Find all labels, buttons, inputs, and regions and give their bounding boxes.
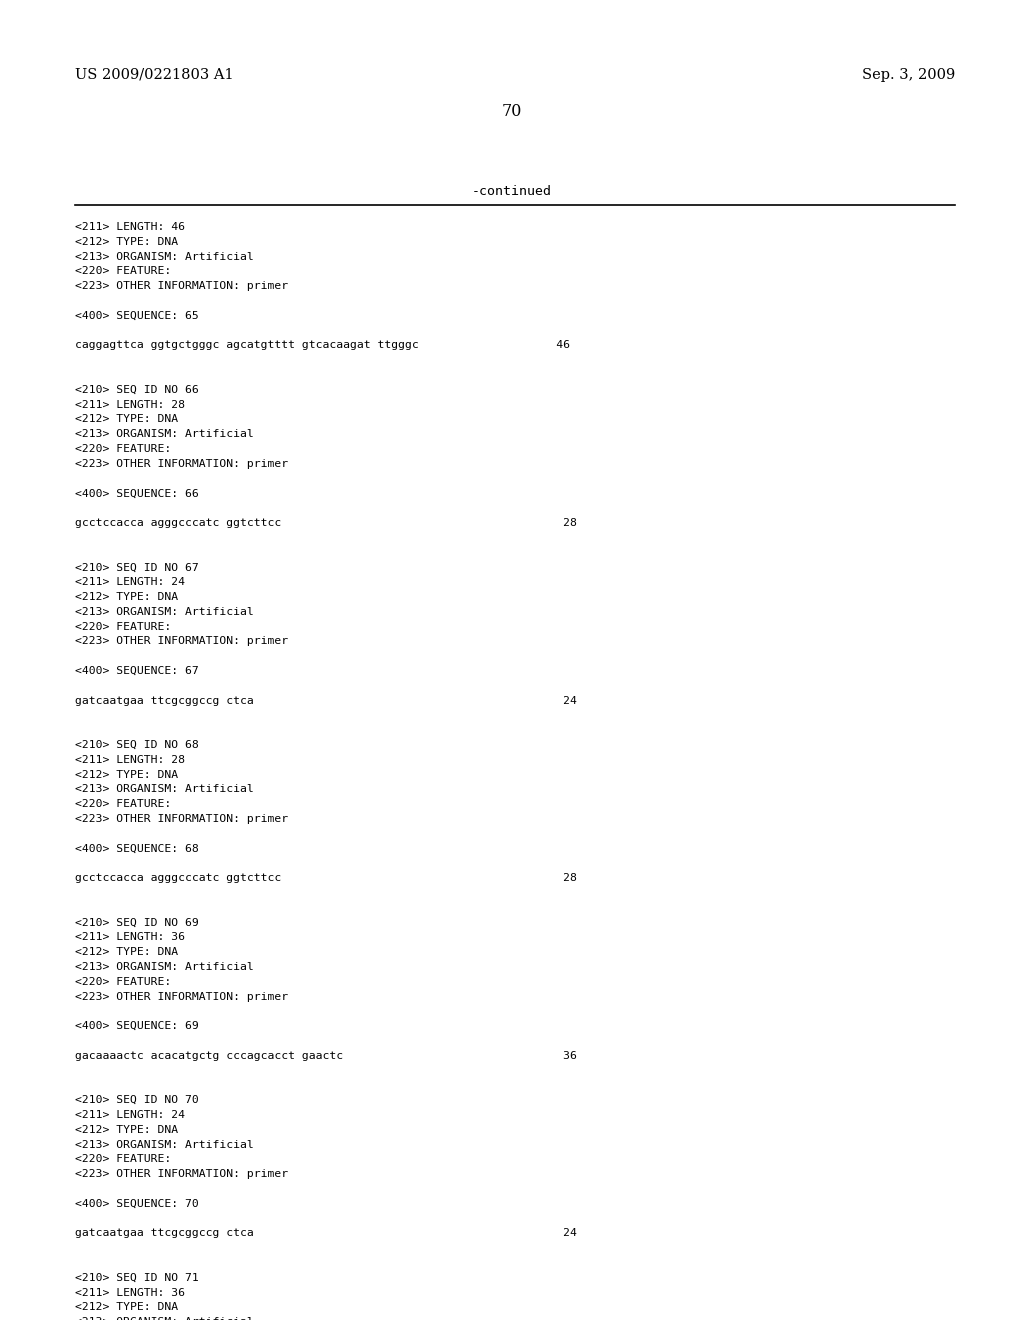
Text: <223> OTHER INFORMATION: primer: <223> OTHER INFORMATION: primer bbox=[75, 281, 288, 292]
Text: <223> OTHER INFORMATION: primer: <223> OTHER INFORMATION: primer bbox=[75, 459, 288, 469]
Text: gacaaaactc acacatgctg cccagcacct gaactc                                36: gacaaaactc acacatgctg cccagcacct gaactc … bbox=[75, 1051, 577, 1061]
Text: <211> LENGTH: 36: <211> LENGTH: 36 bbox=[75, 932, 185, 942]
Text: gcctccacca agggcccatc ggtcttcc                                         28: gcctccacca agggcccatc ggtcttcc 28 bbox=[75, 874, 577, 883]
Text: <223> OTHER INFORMATION: primer: <223> OTHER INFORMATION: primer bbox=[75, 991, 288, 1002]
Text: <220> FEATURE:: <220> FEATURE: bbox=[75, 1155, 171, 1164]
Text: <400> SEQUENCE: 68: <400> SEQUENCE: 68 bbox=[75, 843, 199, 854]
Text: <211> LENGTH: 28: <211> LENGTH: 28 bbox=[75, 755, 185, 764]
Text: <213> ORGANISM: Artificial: <213> ORGANISM: Artificial bbox=[75, 784, 254, 795]
Text: <210> SEQ ID NO 66: <210> SEQ ID NO 66 bbox=[75, 385, 199, 395]
Text: <212> TYPE: DNA: <212> TYPE: DNA bbox=[75, 236, 178, 247]
Text: <210> SEQ ID NO 67: <210> SEQ ID NO 67 bbox=[75, 562, 199, 573]
Text: <400> SEQUENCE: 69: <400> SEQUENCE: 69 bbox=[75, 1022, 199, 1031]
Text: -continued: -continued bbox=[472, 185, 552, 198]
Text: caggagttca ggtgctgggc agcatgtttt gtcacaagat ttgggc                    46: caggagttca ggtgctgggc agcatgtttt gtcacaa… bbox=[75, 341, 570, 350]
Text: <220> FEATURE:: <220> FEATURE: bbox=[75, 799, 171, 809]
Text: <212> TYPE: DNA: <212> TYPE: DNA bbox=[75, 414, 178, 425]
Text: gcctccacca agggcccatc ggtcttcc                                         28: gcctccacca agggcccatc ggtcttcc 28 bbox=[75, 517, 577, 528]
Text: <213> ORGANISM: Artificial: <213> ORGANISM: Artificial bbox=[75, 1139, 254, 1150]
Text: gatcaatgaa ttcgcggccg ctca                                             24: gatcaatgaa ttcgcggccg ctca 24 bbox=[75, 696, 577, 706]
Text: <400> SEQUENCE: 65: <400> SEQUENCE: 65 bbox=[75, 310, 199, 321]
Text: <210> SEQ ID NO 70: <210> SEQ ID NO 70 bbox=[75, 1096, 199, 1105]
Text: <210> SEQ ID NO 68: <210> SEQ ID NO 68 bbox=[75, 741, 199, 750]
Text: <211> LENGTH: 24: <211> LENGTH: 24 bbox=[75, 1110, 185, 1119]
Text: <212> TYPE: DNA: <212> TYPE: DNA bbox=[75, 591, 178, 602]
Text: <211> LENGTH: 28: <211> LENGTH: 28 bbox=[75, 400, 185, 409]
Text: <223> OTHER INFORMATION: primer: <223> OTHER INFORMATION: primer bbox=[75, 636, 288, 647]
Text: <220> FEATURE:: <220> FEATURE: bbox=[75, 622, 171, 631]
Text: <213> ORGANISM: Artificial: <213> ORGANISM: Artificial bbox=[75, 1317, 254, 1320]
Text: <400> SEQUENCE: 70: <400> SEQUENCE: 70 bbox=[75, 1199, 199, 1209]
Text: gatcaatgaa ttcgcggccg ctca                                             24: gatcaatgaa ttcgcggccg ctca 24 bbox=[75, 1229, 577, 1238]
Text: <213> ORGANISM: Artificial: <213> ORGANISM: Artificial bbox=[75, 252, 254, 261]
Text: <220> FEATURE:: <220> FEATURE: bbox=[75, 267, 171, 276]
Text: <220> FEATURE:: <220> FEATURE: bbox=[75, 444, 171, 454]
Text: <223> OTHER INFORMATION: primer: <223> OTHER INFORMATION: primer bbox=[75, 1170, 288, 1179]
Text: <212> TYPE: DNA: <212> TYPE: DNA bbox=[75, 770, 178, 780]
Text: <213> ORGANISM: Artificial: <213> ORGANISM: Artificial bbox=[75, 962, 254, 972]
Text: <212> TYPE: DNA: <212> TYPE: DNA bbox=[75, 948, 178, 957]
Text: <400> SEQUENCE: 66: <400> SEQUENCE: 66 bbox=[75, 488, 199, 499]
Text: <212> TYPE: DNA: <212> TYPE: DNA bbox=[75, 1303, 178, 1312]
Text: <210> SEQ ID NO 69: <210> SEQ ID NO 69 bbox=[75, 917, 199, 928]
Text: 70: 70 bbox=[502, 103, 522, 120]
Text: US 2009/0221803 A1: US 2009/0221803 A1 bbox=[75, 69, 233, 82]
Text: <213> ORGANISM: Artificial: <213> ORGANISM: Artificial bbox=[75, 607, 254, 616]
Text: <220> FEATURE:: <220> FEATURE: bbox=[75, 977, 171, 987]
Text: <211> LENGTH: 24: <211> LENGTH: 24 bbox=[75, 577, 185, 587]
Text: <212> TYPE: DNA: <212> TYPE: DNA bbox=[75, 1125, 178, 1135]
Text: <211> LENGTH: 46: <211> LENGTH: 46 bbox=[75, 222, 185, 232]
Text: <211> LENGTH: 36: <211> LENGTH: 36 bbox=[75, 1287, 185, 1298]
Text: <213> ORGANISM: Artificial: <213> ORGANISM: Artificial bbox=[75, 429, 254, 440]
Text: <210> SEQ ID NO 71: <210> SEQ ID NO 71 bbox=[75, 1272, 199, 1283]
Text: <223> OTHER INFORMATION: primer: <223> OTHER INFORMATION: primer bbox=[75, 814, 288, 824]
Text: Sep. 3, 2009: Sep. 3, 2009 bbox=[862, 69, 955, 82]
Text: <400> SEQUENCE: 67: <400> SEQUENCE: 67 bbox=[75, 667, 199, 676]
